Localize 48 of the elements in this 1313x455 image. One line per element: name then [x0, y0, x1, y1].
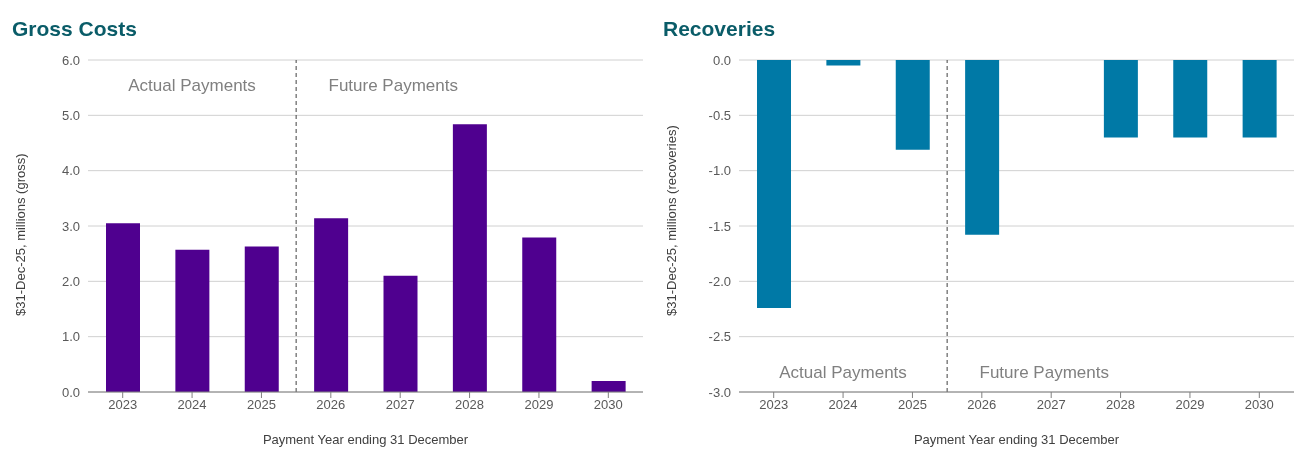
y-tick-label: -3.0: [708, 384, 731, 400]
y-tick-label: 4.0: [61, 163, 80, 179]
y-tick-label: -2.5: [708, 329, 731, 345]
bar: [244, 246, 279, 392]
annotation: Future Payments: [328, 75, 458, 95]
x-tick-label: 2023: [759, 397, 789, 413]
y-axis-title: $31-Dec-25, millions (gross): [12, 153, 28, 316]
x-tick-label: 2025: [246, 397, 276, 413]
bar: [522, 237, 557, 392]
x-tick-label: 2026: [967, 397, 997, 413]
annotation: Actual Payments: [779, 363, 907, 383]
bar: [452, 124, 487, 392]
bar: [383, 275, 418, 392]
x-tick-label: 2028: [455, 397, 485, 413]
x-tick-label: 2027: [1036, 397, 1066, 413]
bar: [314, 218, 349, 392]
x-tick-label: 2027: [385, 397, 415, 413]
chart-title: Recoveries: [662, 16, 777, 42]
y-tick-label: 3.0: [61, 218, 80, 234]
annotation: Future Payments: [979, 363, 1109, 383]
x-tick-label: 2030: [593, 397, 623, 413]
bar: [175, 249, 210, 392]
x-tick-label: 2028: [1106, 397, 1136, 413]
y-tick-label: 0.0: [712, 52, 731, 68]
y-tick-label: -0.5: [708, 107, 731, 123]
y-tick-label: 5.0: [61, 107, 80, 123]
bar: [591, 380, 626, 392]
y-axis-title: $31-Dec-25, millions (recoveries): [663, 125, 679, 316]
y-tick-label: 6.0: [61, 52, 80, 68]
y-tick-label: -1.0: [708, 163, 731, 179]
x-tick-label: 2029: [524, 397, 554, 413]
y-tick-label: -2.0: [708, 273, 731, 289]
x-tick-label: 2026: [316, 397, 346, 413]
y-tick-label: 0.0: [61, 384, 80, 400]
y-tick-label: -1.5: [708, 218, 731, 234]
chart-title: Gross Costs: [11, 16, 138, 42]
x-axis-title: Payment Year ending 31 December: [913, 432, 1120, 447]
x-axis-title: Payment Year ending 31 December: [262, 432, 469, 447]
x-tick-label: 2024: [177, 397, 207, 413]
y-tick-label: 1.0: [61, 329, 80, 345]
x-tick-label: 2024: [828, 397, 858, 413]
x-tick-label: 2025: [897, 397, 927, 413]
annotation: Actual Payments: [128, 75, 256, 95]
y-tick-label: 2.0: [61, 273, 80, 289]
x-tick-label: 2030: [1244, 397, 1274, 413]
bar: [106, 223, 140, 392]
x-tick-label: 2023: [108, 397, 138, 413]
x-tick-label: 2029: [1175, 397, 1205, 413]
